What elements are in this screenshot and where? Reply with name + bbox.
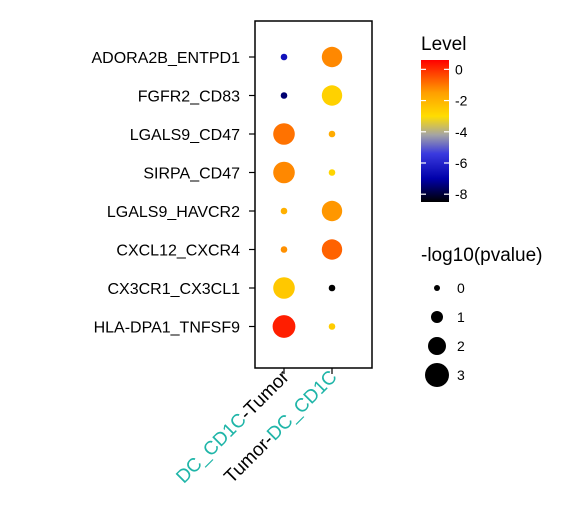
color-legend-label: -8: [455, 186, 468, 202]
data-point: [280, 246, 288, 253]
data-points: [272, 46, 343, 338]
data-point: [328, 323, 336, 330]
color-legend-label: -4: [455, 124, 468, 140]
data-point: [273, 123, 295, 145]
data-point: [321, 200, 343, 222]
data-point: [328, 130, 336, 138]
y-tick-label: LGALS9_CD47: [130, 127, 240, 144]
y-tick-label: CX3CR1_CX3CL1: [107, 281, 240, 298]
color-legend-bar: [421, 60, 449, 202]
color-legend-title: Level: [421, 34, 466, 55]
data-point: [321, 85, 343, 106]
data-point: [280, 92, 288, 99]
color-legend-label: -2: [455, 93, 468, 109]
data-point: [328, 284, 336, 292]
data-point: [280, 207, 288, 215]
y-tick-label: LGALS9_HAVCR2: [107, 204, 240, 221]
size-legend-label: 1: [457, 309, 465, 325]
y-tick-label: CXCL12_CXCR4: [116, 243, 240, 260]
data-point: [272, 315, 296, 338]
data-point: [273, 277, 295, 299]
y-tick-label: FGFR2_CD83: [138, 89, 240, 106]
y-tick-label: ADORA2B_ENTPD1: [92, 50, 241, 67]
size-legend-label: 0: [457, 280, 465, 296]
size-legend-dot: [431, 311, 443, 323]
data-point: [273, 161, 295, 184]
size-legend: -log10(pvalue) 0 1 2 3: [421, 245, 542, 387]
color-legend: Level 0 -2 -4 -6 -8: [421, 34, 468, 202]
size-legend-label: 3: [457, 367, 465, 383]
data-point: [280, 53, 288, 61]
data-point: [321, 46, 343, 68]
size-legend-dot: [428, 337, 446, 355]
y-axis: ADORA2B_ENTPD1 FGFR2_CD83 LGALS9_CD47 SIRPA…: [92, 50, 255, 337]
data-point: [328, 169, 336, 176]
size-legend-title: -log10(pvalue): [421, 245, 542, 266]
plot-panel: [254, 20, 373, 369]
y-tick-label: HLA-DPA1_TNFSF9: [94, 320, 241, 337]
size-legend-dot: [434, 285, 440, 291]
color-legend-label: -6: [455, 155, 468, 171]
data-point: [321, 239, 343, 260]
color-legend-label: 0: [455, 61, 463, 77]
y-tick-label: SIRPA_CD47: [143, 166, 240, 183]
size-legend-dot: [425, 363, 449, 387]
size-legend-label: 2: [457, 338, 465, 354]
